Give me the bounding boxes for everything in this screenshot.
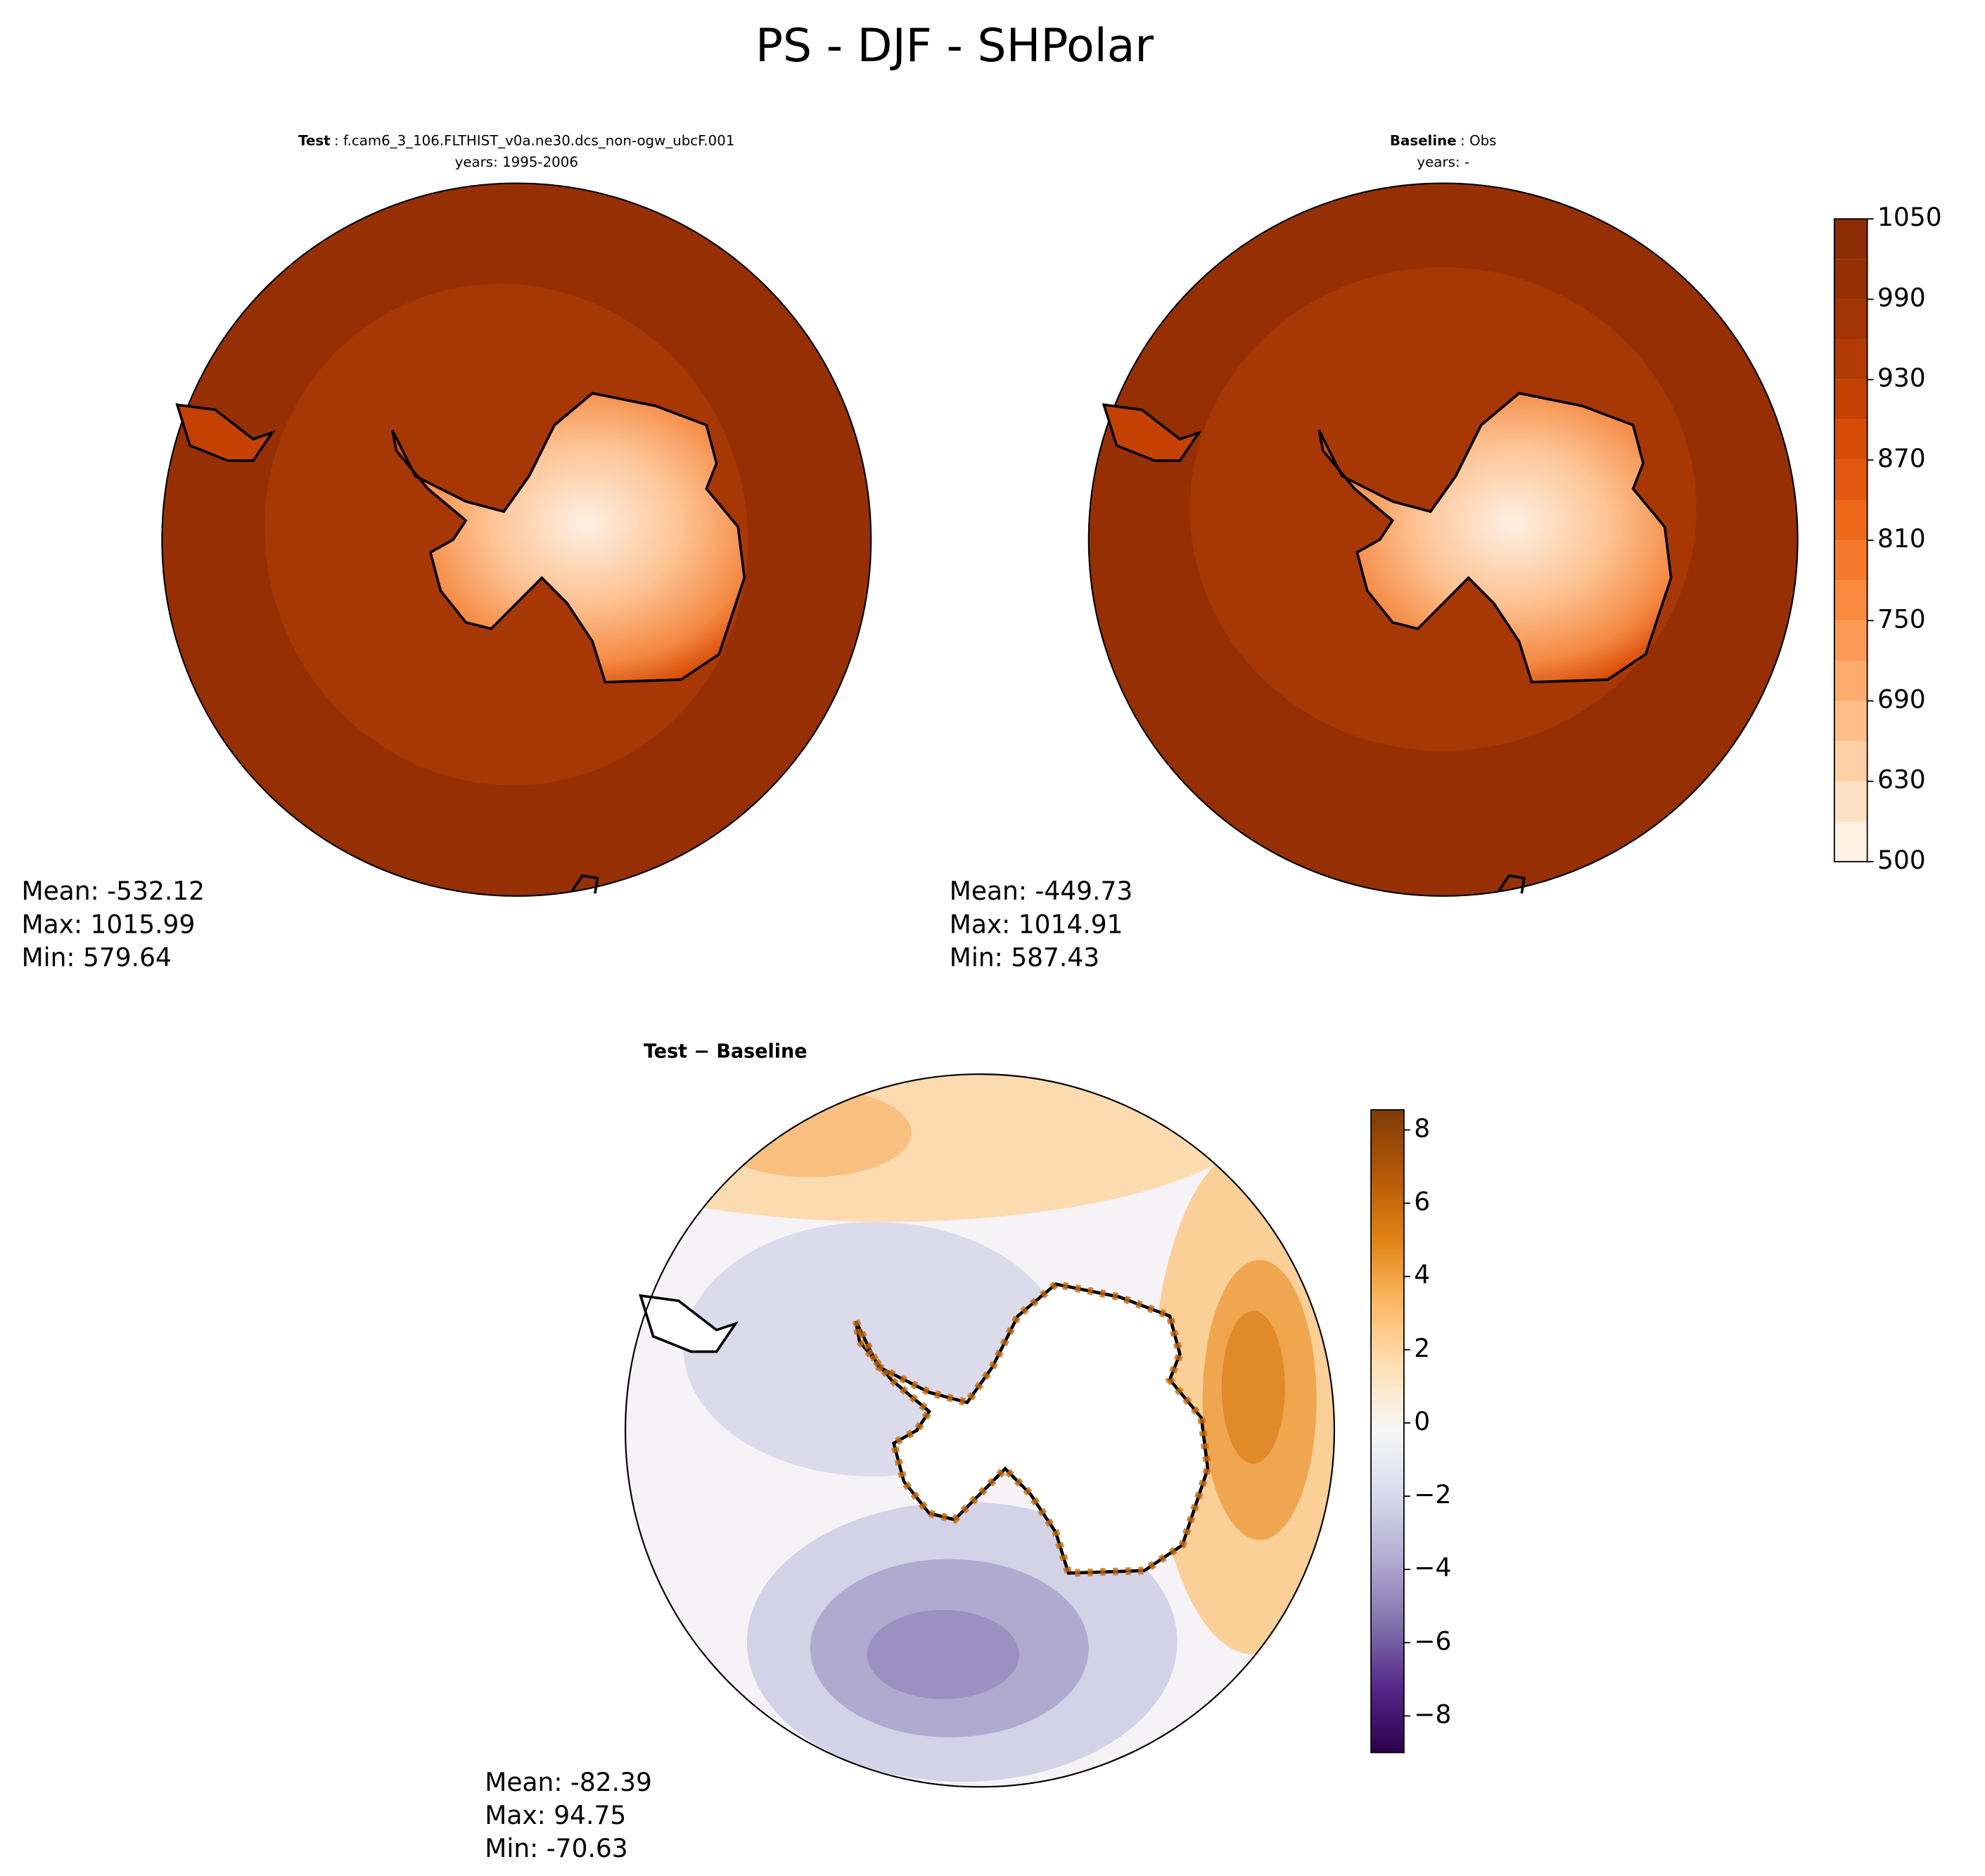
colorbar-segment [1834,499,1868,541]
colorbar-tick-label: 8 [1414,1114,1430,1143]
colorbar-segment [1834,701,1868,741]
colorbar-tick-label: −4 [1414,1553,1451,1583]
panel-title-label: Test [298,132,331,148]
stat-max: Max: 1015.99 [22,910,196,939]
colorbar-segment [1834,821,1868,862]
colorbar-segment [1834,781,1868,822]
panel-title: Test: f.cam6_3_106.FLTHIST_v0a.ne30.dcs_… [298,132,734,148]
colorbar-segment [1834,620,1868,661]
colorbar-segment [1834,219,1868,260]
map [161,182,872,897]
colorbar-tick-label: −6 [1414,1626,1451,1656]
colorbar-tick-label: 750 [1877,604,1926,634]
panel-title: Baseline: Obs [1390,132,1497,148]
colorbar-segment [1834,661,1868,701]
stat-max: Max: 94.75 [485,1801,626,1830]
colorbar-segment [1834,419,1868,460]
colorbar-tick-label: 500 [1877,846,1926,875]
colorbar-segment [1834,580,1868,621]
colorbar-segment [1834,339,1868,380]
stat-min: Min: 587.43 [950,943,1099,972]
colorbar-tick-label: −8 [1414,1699,1451,1729]
map [624,1073,1336,1788]
colorbar-fill [1370,1109,1405,1754]
stat-max: Max: 1014.91 [950,910,1123,939]
colorbar-tick-label: 2 [1414,1334,1430,1363]
colorbar-segment [1834,459,1868,500]
colorbar-tick-label: 6 [1414,1187,1430,1216]
colorbar: 500 630 690 750 810 870 930 990 1050 [1833,203,1942,875]
stat-mean: Mean: -532.12 [22,876,205,906]
stat-mean: Mean: -82.39 [485,1768,652,1797]
colorbar-tick-label: 4 [1414,1261,1430,1290]
colorbar-tick-label: 810 [1877,524,1926,554]
colorbar-tick-label: 990 [1877,283,1926,312]
colorbar-segment [1834,379,1868,420]
colorbar-tick-label: 930 [1877,364,1926,393]
panel-title-label: Baseline [1390,132,1457,148]
colorbar-segment [1834,299,1868,340]
panel-title-case: : Obs [1460,132,1496,148]
colorbar-tick-label: −2 [1414,1480,1451,1510]
colorbar: −8 −6 −4 −2 0 2 4 6 8 [1370,1109,1451,1754]
colorbar-tick-label: 690 [1877,684,1926,714]
stat-min: Min: 579.64 [22,943,172,972]
colorbar-segment [1834,741,1868,781]
stat-mean: Mean: -449.73 [950,876,1132,906]
colorbar-tick-label: 0 [1414,1407,1430,1436]
colorbar-segment [1834,540,1868,581]
colorbar-segment [1834,259,1868,300]
panel-subtitle: years: 1995-2006 [455,154,578,170]
map [1087,182,1799,897]
panel-title: Test − Baseline [644,1041,808,1063]
colorbar-tick-label: 870 [1877,444,1926,473]
panel-subtitle: years: - [1417,154,1469,170]
colorbar-tick-label: 1050 [1877,203,1942,232]
figure-title: PS - DJF - SHPolar [755,20,1154,72]
stat-min: Min: -70.63 [485,1834,627,1863]
colorbar-tick-label: 630 [1877,765,1926,795]
panel-title-case: : f.cam6_3_106.FLTHIST_v0a.ne30.dcs_non-… [334,132,734,148]
